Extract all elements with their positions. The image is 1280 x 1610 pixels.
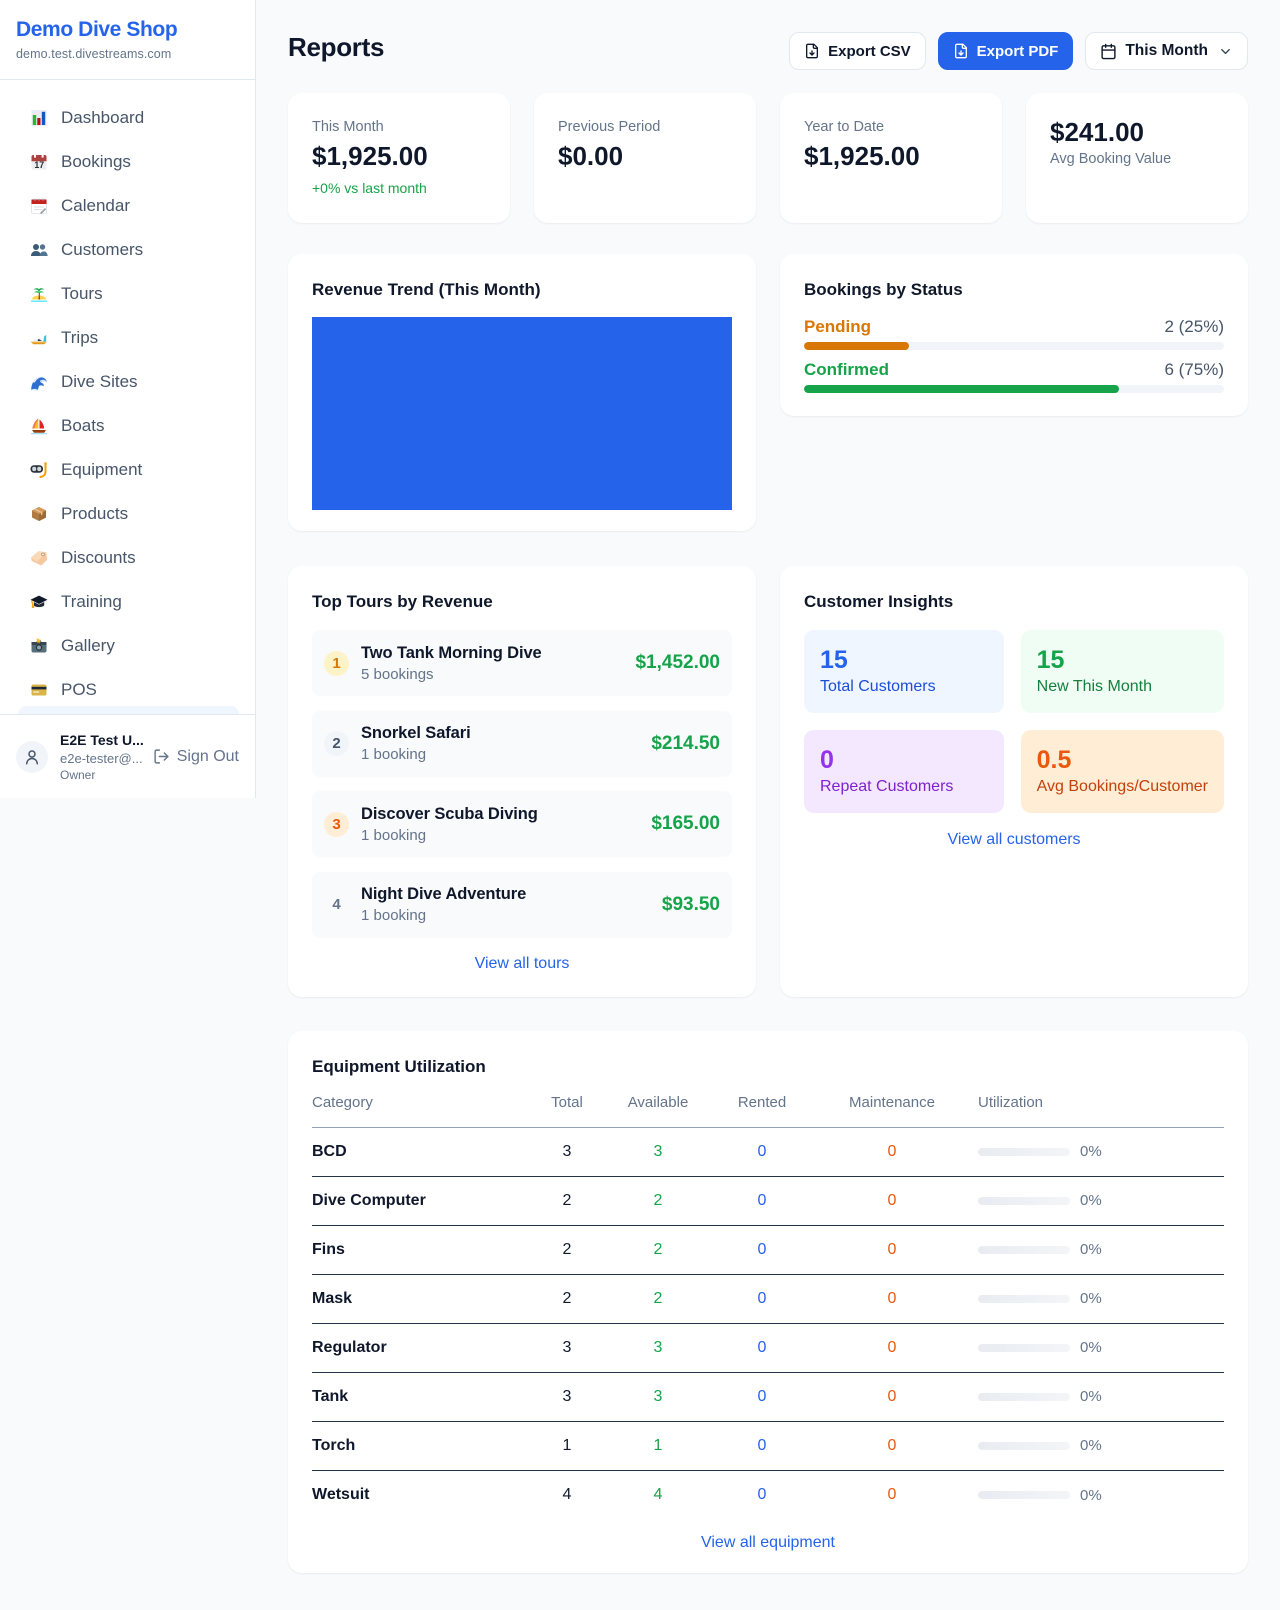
svg-text:17: 17 <box>34 160 44 170</box>
